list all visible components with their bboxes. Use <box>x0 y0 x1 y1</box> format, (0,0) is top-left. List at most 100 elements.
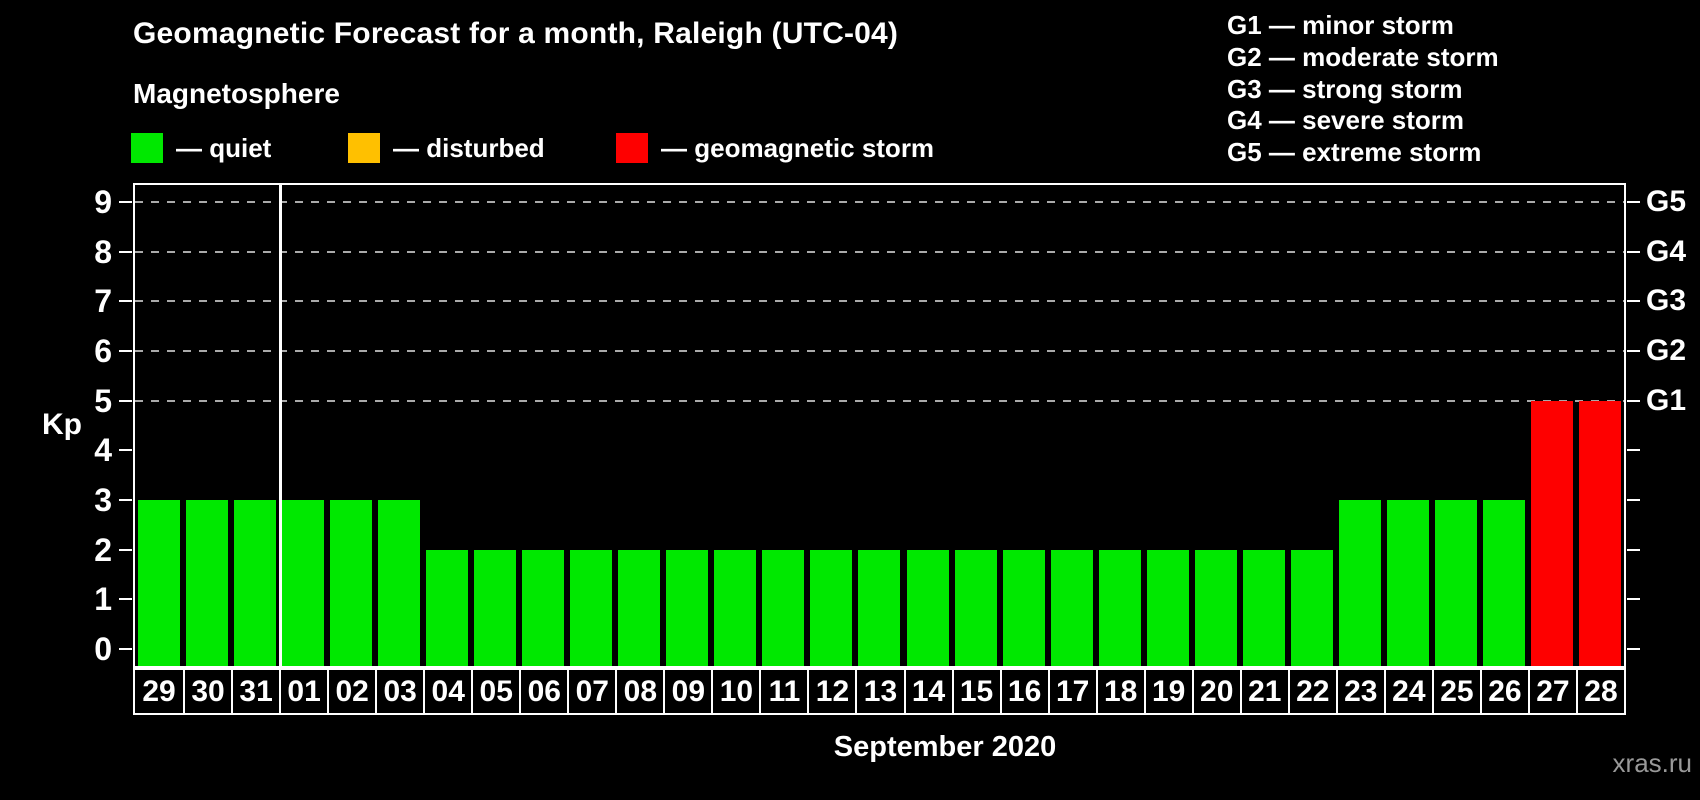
right-axis-tick-0 <box>1627 648 1640 650</box>
day-label-04: 04 <box>423 670 471 713</box>
right-axis-label-G1: G1 <box>1646 383 1687 417</box>
day-label-02: 02 <box>327 670 375 713</box>
right-axis-tick-3 <box>1627 499 1640 502</box>
day-label-08: 08 <box>615 670 663 713</box>
grid-line-kp9 <box>135 201 1624 204</box>
legend-label: — quiet <box>176 132 272 163</box>
right-axis-label-G4: G4 <box>1646 234 1687 268</box>
bar-day-12 <box>810 549 853 666</box>
bar-day-17 <box>1050 549 1093 666</box>
g-scale-legend-line: G4 — severe storm <box>1227 105 1465 136</box>
bar-day-30 <box>186 500 229 666</box>
bar-day-01 <box>282 500 325 666</box>
right-axis-label-G3: G3 <box>1646 284 1687 318</box>
bar-day-31 <box>234 500 277 666</box>
y-axis-tick-0 <box>119 648 132 650</box>
watermark: xras.ru <box>1612 748 1692 778</box>
y-axis-tick-6 <box>119 350 132 353</box>
chart-subtitle: Magnetosphere <box>133 78 340 109</box>
bar-day-15 <box>954 549 997 666</box>
plot-area <box>133 183 1626 668</box>
y-axis-tick-4 <box>119 449 132 452</box>
day-label-17: 17 <box>1047 670 1096 713</box>
x-axis-title: September 2020 <box>833 731 1057 763</box>
bar-day-03 <box>378 500 421 666</box>
g-scale-legend-line: G5 — extreme storm <box>1227 137 1482 168</box>
day-label-11: 11 <box>759 670 807 713</box>
right-axis-tick-6 <box>1627 350 1640 353</box>
day-label-19: 19 <box>1143 670 1192 713</box>
right-axis-tick-9 <box>1627 201 1640 204</box>
day-label-27: 27 <box>1527 670 1576 713</box>
day-label-03: 03 <box>375 670 423 713</box>
bar-day-18 <box>1098 549 1141 666</box>
day-label-01: 01 <box>279 670 327 713</box>
bar-day-08 <box>618 549 661 666</box>
bar-day-14 <box>906 549 949 666</box>
day-label-29: 29 <box>142 674 176 708</box>
legend-label: — geomagnetic storm <box>661 132 935 163</box>
day-label-12: 12 <box>807 670 855 713</box>
day-label-22: 22 <box>1287 670 1336 713</box>
legend-swatch-storm <box>616 133 648 163</box>
y-axis-tick-9 <box>119 201 132 204</box>
bar-day-07 <box>570 549 613 666</box>
day-label-31: 31 <box>231 670 279 713</box>
day-label-18: 18 <box>1095 670 1144 713</box>
day-label-07: 07 <box>567 670 615 713</box>
y-axis-tick-5 <box>119 399 132 402</box>
bar-day-06 <box>522 549 565 666</box>
bar-day-13 <box>858 549 901 666</box>
bar-day-21 <box>1242 549 1285 666</box>
g-scale-legend-line: G2 — moderate storm <box>1227 41 1499 72</box>
day-label-25: 25 <box>1431 670 1480 713</box>
bar-day-26 <box>1482 500 1525 666</box>
bar-day-16 <box>1002 549 1045 666</box>
right-axis-tick-2 <box>1627 548 1640 551</box>
bar-day-23 <box>1338 500 1381 666</box>
legend-swatch-disturbed <box>348 133 380 163</box>
bar-day-25 <box>1434 500 1477 666</box>
grid-line-kp7 <box>135 300 1624 303</box>
y-tick-label-7: 7 <box>94 283 112 320</box>
bar-day-19 <box>1146 549 1189 666</box>
bar-day-22 <box>1290 549 1333 666</box>
day-label-06: 06 <box>519 670 567 713</box>
day-label-05: 05 <box>471 670 519 713</box>
bar-day-05 <box>474 549 517 666</box>
grid-line-kp5 <box>135 399 1624 402</box>
day-label-26: 26 <box>1479 670 1528 713</box>
g-scale-legend: G1 — minor storm G2 — moderate storm G3 — … <box>1227 10 1499 169</box>
y-axis-tick-1 <box>119 598 132 601</box>
y-tick-label-5: 5 <box>94 382 112 419</box>
y-axis-tick-7 <box>119 300 132 303</box>
day-label-21: 21 <box>1239 670 1288 713</box>
y-axis-tick-2 <box>119 548 132 551</box>
chart-title: Geomagnetic Forecast for a month, Raleig… <box>133 17 899 50</box>
y-axis-tick-8 <box>119 250 132 253</box>
legend-item-disturbed: — disturbed <box>348 131 545 165</box>
y-tick-label-4: 4 <box>94 432 112 469</box>
day-label-20: 20 <box>1191 670 1240 713</box>
bar-day-09 <box>666 549 709 666</box>
right-axis-tick-5 <box>1627 399 1640 402</box>
y-axis-title: Kp <box>42 408 82 441</box>
right-axis-tick-1 <box>1627 598 1640 601</box>
day-label-30: 30 <box>183 670 231 713</box>
y-axis-tick-3 <box>119 499 132 502</box>
right-axis-tick-8 <box>1627 250 1640 253</box>
bar-day-11 <box>762 549 805 666</box>
bar-day-20 <box>1194 549 1237 666</box>
grid-line-kp8 <box>135 250 1624 253</box>
day-label-09: 09 <box>663 670 711 713</box>
bar-day-29 <box>138 500 180 666</box>
day-label-10: 10 <box>711 670 759 713</box>
right-axis-tick-7 <box>1627 300 1640 303</box>
legend-label: — disturbed <box>393 132 545 163</box>
day-labels-row: 29 30 31 01 02 03 04 05 06 07 08 09 10 11 12 13 14 15 16 17… <box>133 668 1626 715</box>
y-tick-label-0: 0 <box>94 631 112 667</box>
y-tick-label-3: 3 <box>94 482 112 519</box>
grid-line-kp6 <box>135 350 1624 353</box>
y-tick-label-9: 9 <box>94 184 112 221</box>
